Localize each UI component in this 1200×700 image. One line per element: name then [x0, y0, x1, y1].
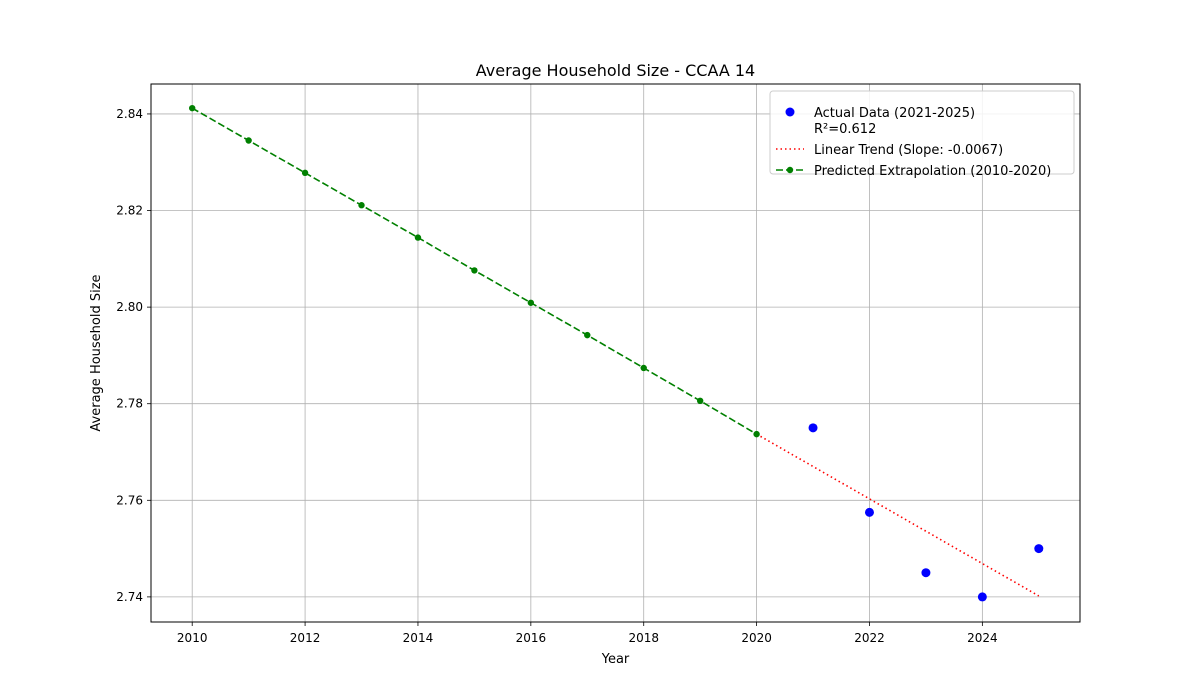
- x-tick-label: 2018: [628, 631, 659, 645]
- x-tick-label: 2024: [967, 631, 998, 645]
- y-axis-title: Average Household Size: [89, 274, 104, 431]
- y-tick-label: 2.78: [116, 397, 143, 411]
- legend-box: [769, 90, 1075, 175]
- y-tick-label: 2.84: [116, 107, 143, 121]
- x-tick-label: 2014: [403, 631, 434, 645]
- x-tick-label: 2012: [290, 631, 321, 645]
- series-2-marker: [189, 104, 196, 112]
- series-2-marker: [753, 430, 760, 438]
- x-tick-label: 2016: [516, 631, 547, 645]
- series-2-marker: [245, 137, 252, 144]
- series-2-marker: [696, 397, 704, 405]
- series-2-marker: [640, 364, 647, 372]
- series-2-marker: [301, 169, 309, 177]
- series-0-point: [864, 507, 874, 517]
- series-1-line: [756, 433, 1040, 597]
- x-tick-label: 2022: [854, 631, 885, 645]
- legend-handle-0: [785, 107, 795, 117]
- series-0-point: [808, 423, 818, 433]
- series-2-marker: [358, 202, 365, 209]
- y-tick-label: 2.80: [116, 300, 143, 314]
- series-2-marker: [471, 267, 478, 274]
- y-tick-label: 2.82: [116, 204, 143, 218]
- series-0-point: [1034, 544, 1044, 554]
- legend-label-0: Actual Data (2021-2025) R²=0.612: [814, 106, 975, 137]
- plot-frame: [150, 83, 1081, 623]
- legend-label-2: Predicted Extrapolation (2010-2020): [814, 164, 1051, 179]
- chart-title: Average Household Size - CCAA 14: [476, 61, 755, 80]
- legend: Actual Data (2021-2025) R²=0.612 Linear Tr…: [769, 90, 1075, 179]
- legend-handle-marker-2: [786, 166, 794, 174]
- series-2-marker: [414, 234, 422, 241]
- legend-label-1: Linear Trend (Slope: -0.0067): [814, 143, 1003, 158]
- series-2-marker: [584, 331, 591, 339]
- x-tick-label: 2010: [177, 631, 208, 645]
- axis-ticks: 2010 2012 2014 2016 2018 2020 2022 2024 2.74 2.76…: [116, 107, 997, 645]
- series-2-marker: [527, 299, 535, 306]
- series-0-point: [921, 568, 931, 578]
- plot-series: [189, 104, 1044, 602]
- series-0-point: [977, 592, 987, 602]
- x-axis-title: Year: [601, 652, 630, 667]
- y-tick-label: 2.74: [116, 590, 143, 604]
- x-tick-label: 2020: [741, 631, 772, 645]
- y-tick-label: 2.76: [116, 493, 143, 507]
